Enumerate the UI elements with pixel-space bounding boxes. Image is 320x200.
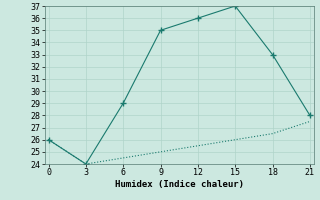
X-axis label: Humidex (Indice chaleur): Humidex (Indice chaleur)	[115, 180, 244, 189]
